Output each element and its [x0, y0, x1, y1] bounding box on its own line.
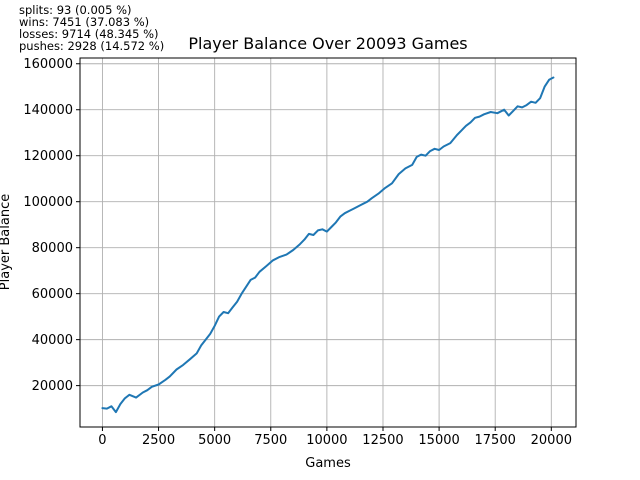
x-tick-label: 20000: [531, 433, 572, 448]
x-axis-ticks: 0 2500 5000 7500 10000 12500 15000 17500 20000: [98, 427, 572, 448]
x-tick-label: 12500: [362, 433, 403, 448]
grid-lines: [80, 58, 576, 427]
y-tick-label: 140000: [23, 103, 73, 118]
y-tick-label: 40000: [32, 333, 73, 348]
x-tick-label: 17500: [475, 433, 516, 448]
y-tick-label: 120000: [23, 149, 73, 164]
x-tick-label: 5000: [198, 433, 231, 448]
x-tick-label: 15000: [418, 433, 459, 448]
y-tick-label: 160000: [23, 57, 73, 72]
stat-wins: wins: 7451 (37.083 %): [19, 15, 149, 29]
stat-splits: splits: 93 (0.005 %): [19, 3, 131, 17]
x-tick-label: 2500: [142, 433, 175, 448]
axes-frame: [79, 57, 577, 428]
plot-area: [101, 76, 555, 414]
y-tick-label: 20000: [32, 379, 73, 394]
x-axis-label: Games: [305, 456, 351, 471]
stats-block: splits: 93 (0.005 %) wins: 7451 (37.083 …: [19, 3, 164, 53]
chart-title: Player Balance Over 20093 Games: [188, 34, 467, 53]
stat-pushes: pushes: 2928 (14.572 %): [19, 39, 164, 53]
y-tick-label: 60000: [32, 287, 73, 302]
x-tick-label: 0: [98, 433, 106, 448]
x-tick-label: 7500: [254, 433, 287, 448]
stat-losses: losses: 9714 (48.345 %): [19, 27, 159, 41]
y-tick-label: 80000: [32, 241, 73, 256]
y-axis-label: Player Balance: [0, 194, 13, 290]
balance-line: [101, 76, 555, 414]
x-tick-label: 10000: [306, 433, 347, 448]
y-axis-ticks: 20000 40000 60000 80000 100000 120000 140000 16…: [23, 57, 80, 394]
y-tick-label: 100000: [23, 195, 73, 210]
